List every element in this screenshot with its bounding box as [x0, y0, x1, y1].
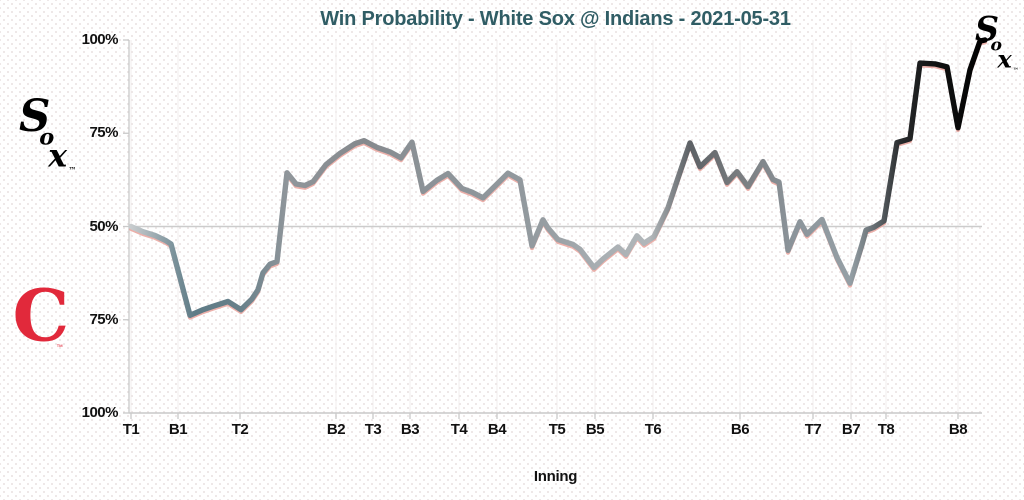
x-tick-label-b3: B3 [400, 421, 420, 438]
x-tick-label-t7: T7 [804, 421, 822, 438]
indians-block-c-logo: C ™ [14, 281, 66, 361]
y-tick-label: 100% [81, 404, 119, 421]
x-tick-label-t1: T1 [122, 421, 140, 438]
x-tick-label-t5: T5 [548, 421, 566, 438]
x-tick-label-t2: T2 [231, 421, 249, 438]
x-tick-label-t4: T4 [450, 421, 468, 438]
x-tick-label-b5: B5 [585, 421, 605, 438]
x-tick-label-t6: T6 [644, 421, 662, 438]
chart-title: Win Probability - White Sox @ Indians - … [320, 8, 791, 30]
y-tick-label: 75% [89, 310, 118, 328]
white-sox-endpoint-logo [975, 14, 1021, 76]
y-tick-label: 75% [89, 124, 118, 142]
x-tick-label-b6: B6 [730, 421, 750, 438]
block-c-trademark: ™ [56, 344, 63, 351]
white-sox-logo [19, 95, 79, 179]
x-tick-label-t3: T3 [364, 421, 382, 438]
x-tick-label-b2: B2 [326, 421, 346, 438]
x-axis-title: Inning [533, 468, 578, 485]
x-tick-label-t8: T8 [877, 421, 895, 438]
x-tick-label-b8: B8 [948, 421, 968, 438]
block-c-letter: C [14, 281, 66, 357]
x-tick-label-b1: B1 [168, 421, 188, 438]
x-tick-label-b7: B7 [841, 421, 861, 438]
y-tick-label: 50% [89, 217, 118, 235]
y-tick-label: 100% [81, 31, 119, 48]
x-tick-label-b4: B4 [487, 421, 507, 438]
